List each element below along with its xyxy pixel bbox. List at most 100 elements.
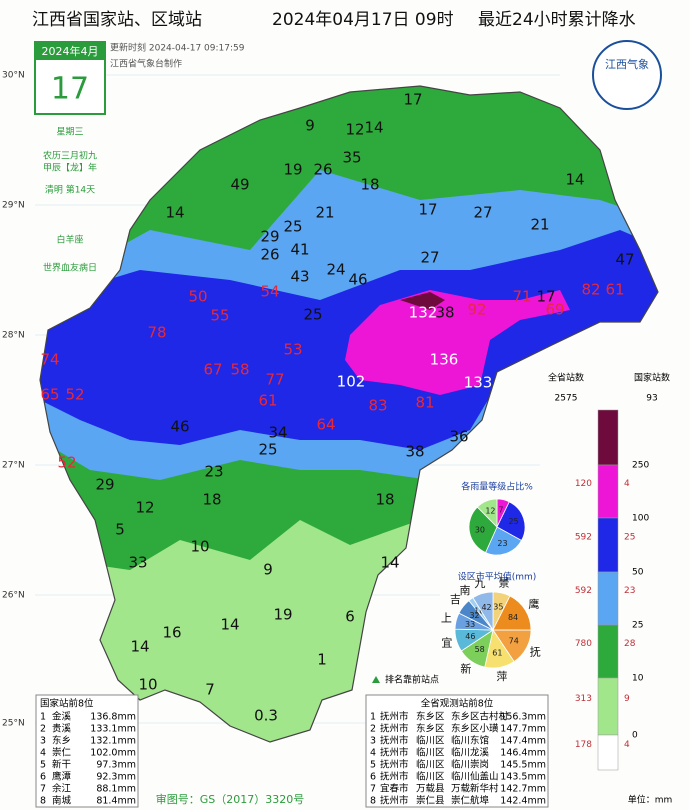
unit: 单位：mm (628, 794, 673, 806)
table-cell: 4 (370, 748, 376, 759)
station-value: 19 (273, 606, 292, 624)
pie-name: 宜 (441, 635, 452, 649)
table-box (35, 694, 139, 808)
table-cell: 1 (40, 712, 46, 723)
station-value: 12 (135, 499, 154, 517)
legend-count: 4 (624, 740, 630, 750)
station-value: 17 (403, 91, 422, 109)
station-value: 24 (326, 261, 345, 279)
table-box (365, 694, 549, 808)
pie-title: 各雨量等级占比% (461, 481, 533, 493)
pie-name: 鹰 (528, 597, 539, 611)
table-cell: 抚州市 (380, 711, 409, 723)
legend-level: 25 (632, 621, 643, 631)
pie-value: 12 (485, 506, 495, 515)
station-value: 133 (464, 374, 493, 392)
logo (592, 40, 662, 110)
pie-title: 设区市平均值(mm) (458, 571, 537, 583)
station-value: 33 (128, 554, 147, 572)
station-value: 92 (467, 301, 486, 319)
table-cell: 1 (370, 712, 376, 723)
pie-value: 23 (497, 539, 507, 548)
table-cell: 临川东馆 (451, 735, 489, 747)
table-cell: 136.8mm (90, 712, 136, 723)
pie-value: 35 (493, 603, 503, 612)
table-cell: 抚州市 (380, 771, 409, 783)
marker-label: 排名靠前站点 (385, 674, 439, 686)
pie-value: 30 (475, 526, 485, 535)
pie-value: 46 (465, 632, 475, 641)
table-cell: 贵溪 (52, 723, 72, 735)
table-cell: 崇仁 (52, 747, 72, 759)
table-cell: 5 (40, 760, 46, 771)
station-value: 9 (263, 561, 273, 579)
station-value: 10 (190, 538, 209, 556)
table-cell: 抚州市 (380, 759, 409, 771)
station-value: 14 (380, 554, 399, 572)
zodiac: 白羊座 (56, 234, 83, 246)
table-cell: 132.1mm (90, 736, 136, 747)
pie-value: 25 (508, 517, 518, 526)
pie-name: 吉 (450, 593, 461, 606)
pie-value: 10 (474, 606, 484, 615)
table-title: 国家站前8位 (40, 698, 94, 710)
station-value: 38 (405, 443, 424, 461)
table-cell: 5 (370, 760, 376, 771)
lat-label: 28°N (2, 331, 25, 341)
station-value: 41 (290, 241, 309, 259)
table-cell: 142.4mm (500, 796, 546, 807)
table-cell: 东乡 (52, 735, 71, 747)
solar-term: 清明 第14天 (45, 184, 95, 196)
station-value: 0.3 (254, 707, 278, 725)
legend-total: 93 (646, 394, 657, 404)
table-cell: 东乡区 (416, 723, 445, 735)
pie-value: 32 (469, 611, 479, 620)
station-value: 25 (283, 218, 302, 236)
table-cell: 东乡区 (416, 711, 445, 723)
pie-name: 九 (474, 577, 485, 590)
pie-name: 抚 (530, 645, 541, 659)
table-cell: 临川区 (416, 747, 445, 759)
station-value: 52 (65, 386, 84, 404)
pie-slice (468, 506, 498, 554)
table-cell: 抚州市 (380, 723, 409, 735)
station-value: 26 (260, 246, 279, 264)
station-value: 27 (473, 204, 492, 222)
station-value: 18 (360, 176, 379, 194)
table-cell: 抚州市 (380, 795, 409, 807)
table-cell: 142.7mm (500, 784, 546, 795)
producer: 江西省气象台制作 (110, 58, 182, 70)
table-cell: 抚州市 (380, 735, 409, 747)
table-title: 全省观测站前8位 (421, 698, 494, 710)
table-cell: 81.4mm (96, 796, 136, 807)
table-cell: 临川龙溪 (451, 747, 490, 759)
station-value: 71 (512, 288, 531, 306)
station-value: 78 (147, 324, 166, 342)
legend-title: 全省站数 (548, 372, 584, 384)
legend-count: 780 (575, 639, 592, 649)
title: 江西省国家站、区域站 (32, 10, 202, 30)
legend-swatch (597, 409, 619, 466)
pie-value: 61 (492, 649, 502, 658)
title: 最近24小时累计降水 (478, 10, 636, 30)
table-cell: 东乡区小璜 (451, 723, 499, 735)
table-cell: 88.1mm (96, 784, 136, 795)
table-cell: 102.0mm (90, 748, 136, 759)
pie-slice (472, 591, 494, 632)
table-cell: 6 (370, 772, 376, 783)
pie-name: 萍 (496, 670, 507, 683)
table-cell: 临川崇岗 (451, 759, 489, 771)
legend-level: 100 (632, 514, 649, 524)
station-value: 82 (581, 281, 600, 299)
title: 2024年04月17日 09时 (272, 10, 454, 30)
station-value: 64 (316, 416, 335, 434)
table-cell: 临川区 (416, 771, 445, 783)
station-value: 65 (40, 386, 59, 404)
legend-total: 2575 (555, 394, 578, 404)
table-cell: 临川区 (416, 735, 445, 747)
station-value: 35 (342, 149, 361, 167)
station-value: 9 (305, 117, 315, 135)
table-cell: 156.3mm (500, 712, 546, 723)
table-cell: 97.3mm (96, 760, 136, 771)
